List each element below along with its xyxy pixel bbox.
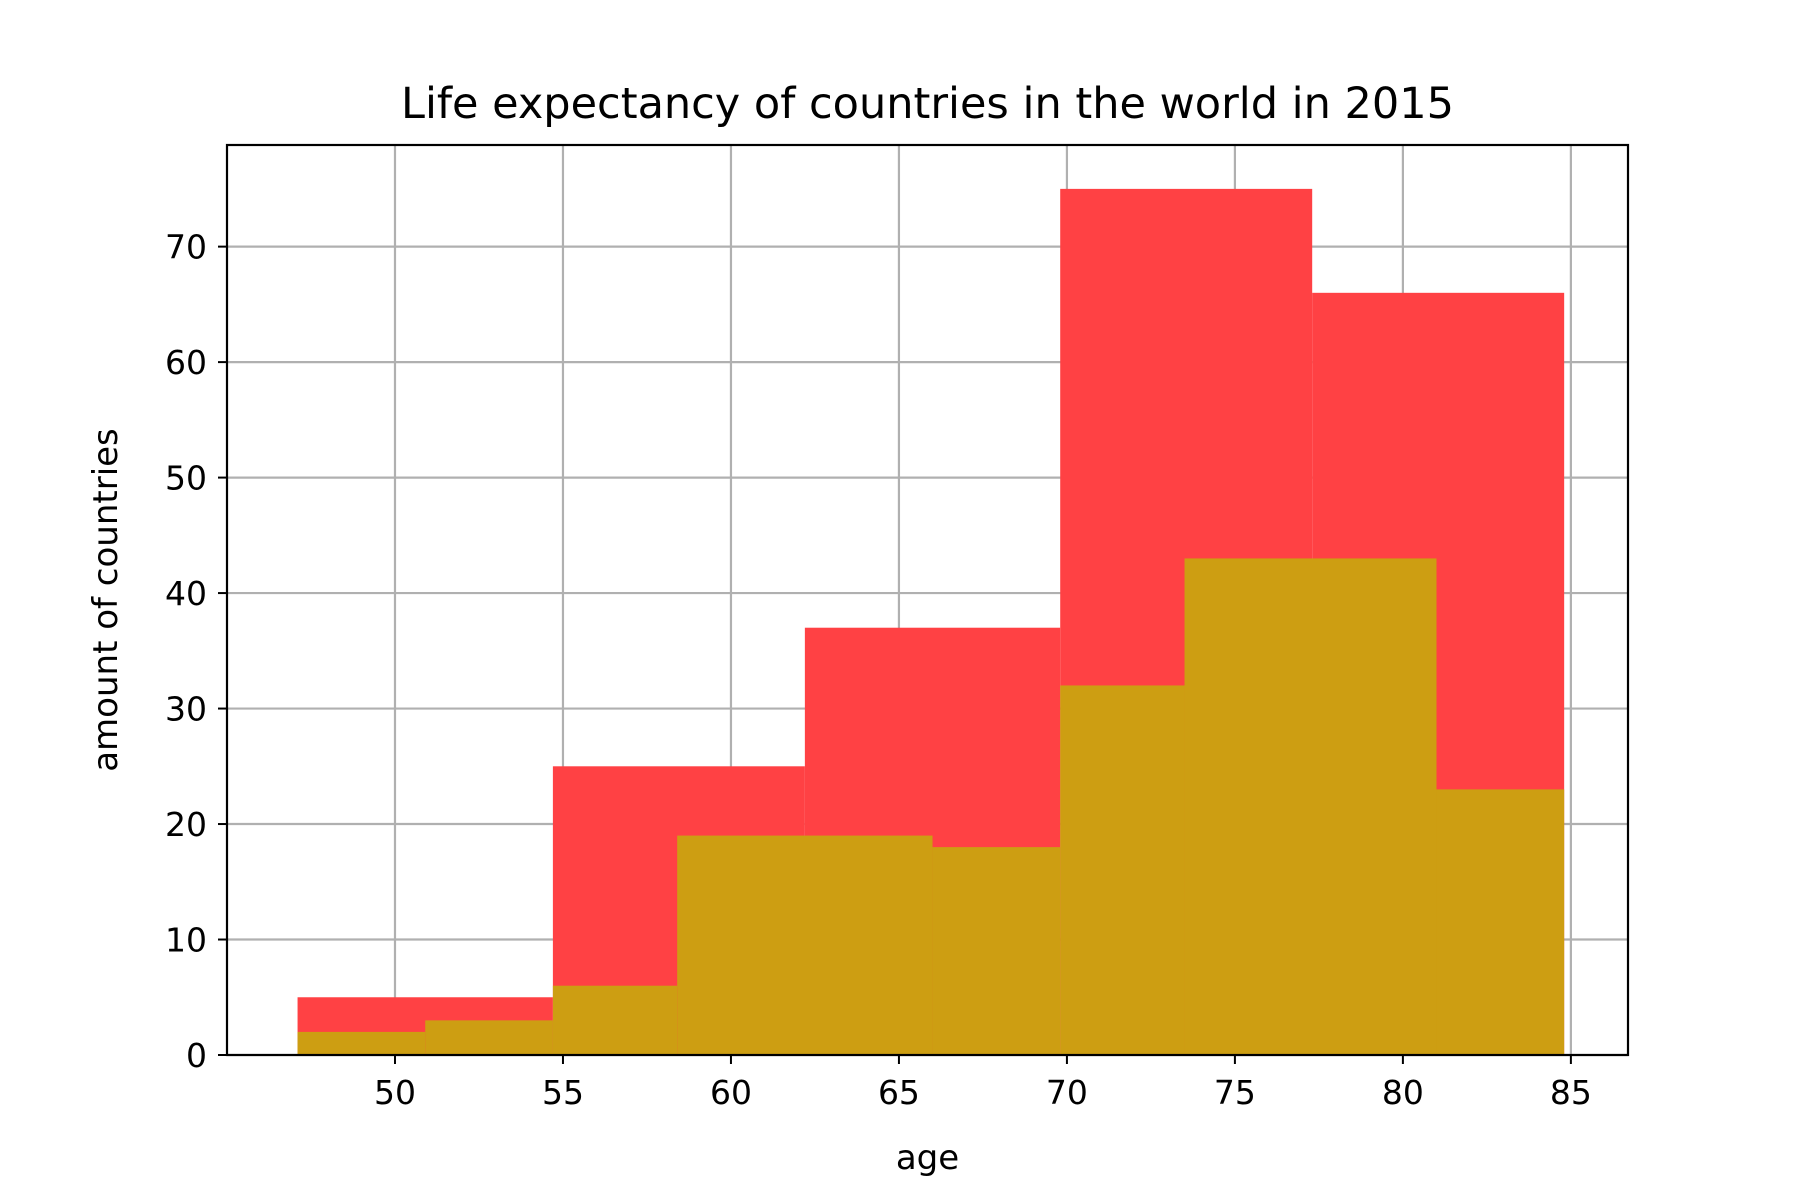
y-axis-label: amount of countries [86, 428, 126, 772]
y-tick-label: 20 [165, 805, 207, 844]
histogram-bar-series-2-bin-7 [1184, 558, 1437, 1055]
axes-frame [225, 143, 1630, 1057]
x-tick-label: 65 [878, 1073, 920, 1112]
x-tick-label: 60 [710, 1073, 752, 1112]
y-tick-label: 10 [165, 921, 207, 960]
ticks: 50 55 60 65 70 75 80 85 0 10 20 30 40 50 60 70 [165, 228, 1592, 1112]
histogram-bar-series-2-bin-2 [425, 1020, 553, 1055]
histogram-bar-series-2-bin-4 [677, 835, 933, 1055]
histogram-bar-series-2-bin-3 [552, 985, 678, 1055]
x-tick-label: 85 [1550, 1073, 1592, 1112]
histogram-bar-series-2-bin-6 [1060, 685, 1185, 1055]
y-tick-label: 0 [186, 1036, 207, 1075]
x-tick-label: 50 [374, 1073, 416, 1112]
y-tick-label: 70 [165, 228, 207, 267]
x-tick-label: 80 [1382, 1073, 1424, 1112]
histogram-bar-series-2-bin-1 [297, 1031, 426, 1055]
y-tick-label: 40 [165, 574, 207, 613]
x-axis-label: age [896, 1138, 959, 1178]
y-tick-label: 30 [165, 690, 207, 729]
bars [297, 188, 1565, 1056]
x-tick-label: 70 [1046, 1073, 1088, 1112]
x-tick-label: 55 [542, 1073, 584, 1112]
y-tick-label: 50 [165, 459, 207, 498]
x-tick-label: 75 [1214, 1073, 1256, 1112]
chart-title: Life expectancy of countries in the worl… [401, 79, 1454, 129]
histogram-bar-series-2-bin-8 [1436, 789, 1565, 1055]
y-tick-label: 60 [165, 343, 207, 382]
histogram-bar-series-2-bin-5 [932, 847, 1061, 1055]
